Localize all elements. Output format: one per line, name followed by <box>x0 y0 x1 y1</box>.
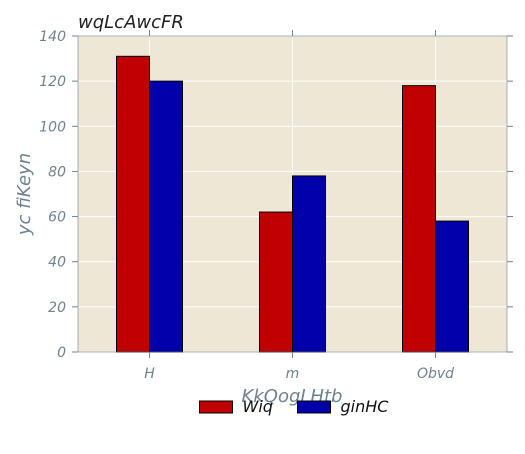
x-tick-label: Obvd <box>417 366 454 382</box>
y-tick-label: 140 <box>39 29 66 45</box>
bars <box>116 55 469 353</box>
bar-ginhc-h <box>149 80 183 353</box>
plot-frame <box>77 35 508 353</box>
y-tick-label: 0 <box>57 345 66 361</box>
bar-ginhc-m <box>292 175 326 353</box>
bar-wiq-m <box>259 211 293 353</box>
y-tick-label: 20 <box>48 300 66 316</box>
y-tick-label: 80 <box>48 164 66 180</box>
y-axis-label: yc fiKeyn <box>14 153 35 236</box>
y-tick-label: 100 <box>39 119 66 135</box>
bar-wiq-h <box>116 55 150 353</box>
y-tick-label: 40 <box>48 255 66 271</box>
x-tick-label: m <box>286 366 300 382</box>
legend-label-wiq: Wiq <box>243 397 273 416</box>
bar-ginhc-obvd <box>435 220 469 353</box>
y-tick-label: 60 <box>48 210 66 226</box>
legend-swatch-ginhc <box>297 400 331 414</box>
y-axis-ticks: 0 20 40 60 80 100 120 140 <box>39 29 513 361</box>
legend-label-ginhc: ginHC <box>341 397 390 416</box>
legend: Wiq ginHC <box>199 397 390 416</box>
bar-wiq-obvd <box>402 85 436 353</box>
legend-swatch-wiq <box>199 400 233 414</box>
x-tick-label: H <box>144 366 155 382</box>
y-tick-label: 120 <box>39 74 66 90</box>
chart-title: wqLcAwcFR <box>78 12 184 33</box>
